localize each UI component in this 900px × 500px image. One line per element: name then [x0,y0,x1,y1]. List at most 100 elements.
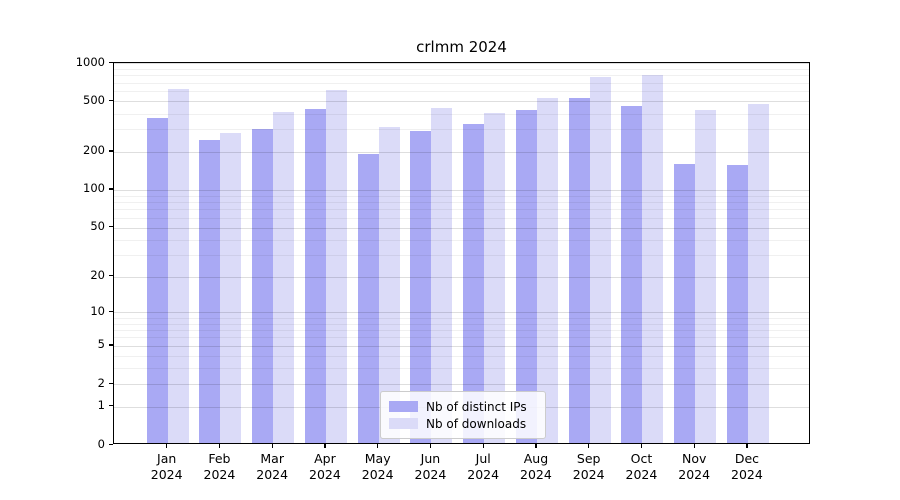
y-axis-tick-mark [109,443,113,445]
gridline-major [114,276,809,278]
x-axis-tick-mark [429,444,432,448]
gridline-minor [114,91,809,93]
y-axis-tick-mark [109,61,113,63]
x-axis-tick-mark [218,444,221,448]
x-axis-tick-mark [166,444,168,448]
bar-downloads [642,75,664,443]
bar-downloads [484,112,506,443]
gridline-major [114,189,809,191]
bar-downloads [695,109,717,443]
x-axis-tick-mark [746,444,748,448]
bar-downloads [378,127,400,443]
gridline-minor [114,323,809,325]
gridline-minor [114,356,809,357]
y-axis-tick-label: 5 [97,337,105,352]
gridline-major [114,101,809,103]
x-axis-tick-label: Jan 2024 [150,451,183,482]
gridline-minor [114,317,809,319]
x-axis-tick-label: Jun 2024 [414,451,447,482]
bar-downloads [536,97,558,443]
y-axis-tick-label: 100 [83,181,105,196]
x-axis-tick-mark [535,444,537,448]
gridline-minor [114,68,809,70]
gridline-major [114,312,809,314]
gridline-major [114,384,809,386]
bar-distinct-ips [463,123,485,443]
bar-distinct-ips [621,105,643,443]
gridline-major [114,345,809,347]
x-axis-tick-mark [588,444,590,448]
y-axis-tick-mark [109,382,113,385]
bar-distinct-ips [568,97,590,443]
gridline-minor [114,75,809,77]
gridline-minor [114,129,809,131]
gridline-minor [114,330,809,332]
x-axis-tick-mark [482,444,484,448]
bar-downloads [589,76,611,443]
y-axis-tick-label: 2 [97,375,105,390]
legend-item-downloads: Nb of downloads [389,415,537,432]
gridline-major [114,227,809,229]
y-axis-tick-mark [109,226,113,228]
x-axis-tick-mark [640,444,643,448]
chart-title: crlmm 2024 [416,38,507,56]
x-axis-tick-label: Dec 2024 [731,451,763,482]
gridline-major [114,151,809,153]
y-axis-tick-mark [109,405,113,407]
bar-distinct-ips [357,154,379,443]
y-axis-tick-label: 500 [83,92,105,107]
x-axis-tick-label: May 2024 [361,451,394,482]
bar-distinct-ips [726,164,748,443]
legend-item-distinct-ips: Nb of distinct IPs [389,398,537,415]
x-axis-tick-label: Jul 2024 [467,451,500,482]
gridline-minor [114,82,809,84]
y-axis-tick-mark [109,150,113,152]
bar-distinct-ips [146,118,168,443]
legend-label-distinct-ips: Nb of distinct IPs [426,399,527,414]
bar-distinct-ips [304,108,326,443]
x-axis-tick-label: Mar 2024 [256,451,289,482]
y-axis-tick-mark [109,275,113,277]
legend-swatch-distinct-ips [389,401,418,412]
y-axis-tick-label: 50 [90,219,105,234]
x-axis-tick-label: Nov 2024 [678,451,711,482]
y-axis-tick-mark [109,310,113,313]
x-axis-tick-mark [271,444,273,448]
gridline-minor [114,239,809,241]
legend-label-downloads: Nb of downloads [426,416,527,431]
gridline-minor [114,368,809,370]
bar-distinct-ips [410,131,432,443]
legend: Nb of distinct IPs Nb of downloads [380,391,546,439]
legend-swatch-downloads [389,418,418,429]
y-axis-tick-mark [109,344,113,346]
y-axis-tick-label: 20 [90,268,105,283]
gridline-major [114,63,809,64]
x-axis-tick-label: Apr 2024 [309,451,341,482]
plot-area [113,62,810,444]
bar-downloads [167,89,189,443]
x-axis-tick-label: Sep 2024 [572,451,605,482]
y-axis-tick-label: 10 [90,303,105,318]
y-axis-tick-label: 0 [97,436,105,451]
y-axis-tick-mark [109,99,113,102]
x-axis-tick-label: Feb 2024 [203,451,236,482]
bar-downloads [273,112,295,443]
x-axis-tick-label: Aug 2024 [520,451,552,482]
bar-downloads [431,107,453,443]
x-axis-tick-mark [377,444,379,448]
gridline-minor [114,217,809,219]
x-axis-tick-mark [324,444,326,448]
gridline-minor [114,255,809,257]
bar-distinct-ips [515,109,537,443]
bar-distinct-ips [252,129,274,443]
bar-distinct-ips [199,139,221,443]
y-axis-tick-label: 1 [97,398,105,413]
bar-downloads [220,133,242,443]
bar-distinct-ips [674,163,696,443]
x-axis-tick-label: Oct 2024 [625,451,658,482]
gridline-minor [114,209,809,211]
y-axis-tick-label: 200 [83,143,105,158]
x-axis-tick-mark [693,444,695,448]
bar-downloads [747,103,769,443]
